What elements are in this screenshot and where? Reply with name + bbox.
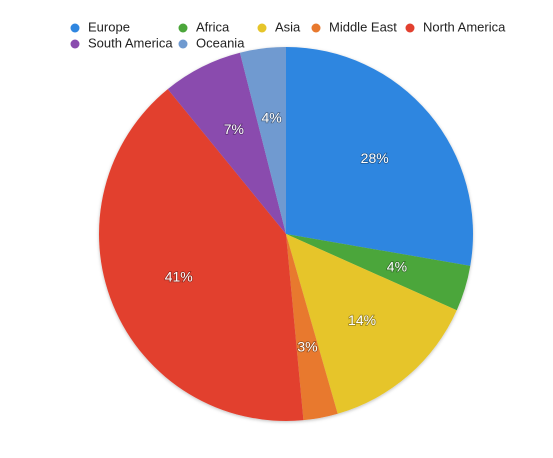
- pie-slice: [239, 47, 286, 234]
- legend-swatch: [405, 23, 415, 33]
- slice-label: 3%: [297, 339, 317, 355]
- pie-slice: [286, 234, 338, 421]
- pie-slice: [286, 234, 471, 311]
- slice-label: 4%: [387, 258, 407, 274]
- pie-slice: [286, 234, 457, 414]
- pie-slice: [167, 52, 286, 234]
- legend-label: North America: [423, 19, 506, 34]
- legend-label: Oceania: [196, 35, 245, 50]
- legend-swatch: [311, 23, 321, 33]
- legend-swatch: [178, 23, 188, 33]
- slice-label: 41%: [165, 269, 193, 285]
- pie-slice: [98, 89, 304, 422]
- legend-label: Europe: [88, 19, 130, 34]
- legend-swatch: [70, 39, 80, 49]
- legend-label: Asia: [275, 19, 301, 34]
- legend-label: South America: [88, 35, 173, 50]
- legend-swatch: [178, 39, 188, 49]
- slice-label: 14%: [348, 312, 376, 328]
- legend-swatch: [257, 23, 267, 33]
- legend-label: Africa: [196, 19, 230, 34]
- legend-swatch: [70, 23, 80, 33]
- slice-label: 28%: [361, 150, 389, 166]
- legend-label: Middle East: [329, 19, 397, 34]
- slice-label: 4%: [261, 110, 281, 126]
- pie-slice: [286, 47, 473, 266]
- slice-label: 7%: [224, 121, 244, 137]
